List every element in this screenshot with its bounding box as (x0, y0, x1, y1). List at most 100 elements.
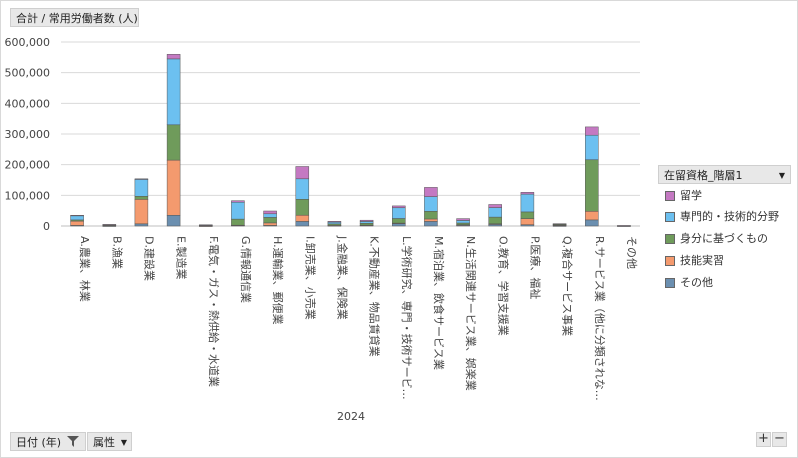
bar-segment[interactable] (263, 217, 277, 224)
bar-segment[interactable] (488, 207, 502, 218)
bar-segment[interactable] (424, 187, 438, 197)
legend-swatch (665, 191, 675, 201)
bar-segment[interactable] (199, 224, 213, 226)
legend-swatch (665, 234, 675, 244)
bar-segment[interactable] (134, 196, 149, 200)
y-tick-label: 0 (43, 220, 50, 233)
x-tick-label: その他 (625, 236, 638, 269)
bar-segment[interactable] (134, 199, 149, 225)
bar-segment[interactable] (424, 221, 438, 227)
y-tick-label: 200,000 (5, 159, 51, 172)
legend-field-button[interactable]: 在留資格_階層1 ▼ (658, 165, 791, 184)
bar-segment[interactable] (166, 58, 181, 126)
bar-segment[interactable] (102, 224, 117, 226)
bar-segment[interactable] (231, 218, 245, 226)
x-tick-label: R.サービス業（他に分類されな… (593, 236, 606, 401)
legend-swatch (665, 256, 675, 266)
bar-segment[interactable] (617, 225, 631, 227)
bar-segment[interactable] (327, 221, 342, 225)
bar-segment[interactable] (424, 211, 438, 220)
legend-label: 専門的・技術的分野 (680, 210, 779, 223)
bar-segment[interactable] (359, 219, 374, 222)
bar-segment[interactable] (231, 200, 245, 203)
bar-segment[interactable] (166, 54, 181, 60)
bar-segment[interactable] (327, 221, 342, 223)
x-tick-label: O.教育、学習支援業 (496, 236, 510, 336)
bar-segment[interactable] (488, 204, 502, 208)
legend-label: 技能実習 (680, 254, 724, 267)
bar-segment[interactable] (392, 207, 406, 219)
dropdown-caret-icon: ▼ (120, 438, 127, 447)
legend-swatch (665, 278, 675, 288)
bar-segment[interactable] (456, 220, 470, 224)
bar-segment[interactable] (520, 211, 535, 219)
bar-segment[interactable] (295, 178, 310, 200)
bar-segment[interactable] (488, 216, 502, 225)
bar-segment[interactable] (585, 134, 599, 160)
bar-segment[interactable] (520, 192, 535, 195)
legend-title: 在留資格_階層1 (664, 169, 743, 182)
bar-segment[interactable] (520, 218, 535, 225)
legend-item: その他 (665, 274, 713, 289)
bar-segment[interactable] (392, 205, 406, 208)
bar-segment[interactable] (585, 211, 599, 221)
bar-segment[interactable] (520, 224, 535, 227)
bar-segment[interactable] (295, 221, 310, 227)
x-tick-label: D.建設業 (142, 236, 156, 281)
bar-segment[interactable] (456, 218, 470, 221)
bar-segment[interactable] (70, 220, 84, 226)
y-tick-label: 300,000 (5, 128, 51, 141)
zoom-out-button[interactable]: − (772, 432, 787, 447)
bar-segment[interactable] (263, 222, 277, 226)
bar-segment[interactable] (295, 199, 310, 216)
bar-segment[interactable] (424, 218, 438, 222)
bar-segment[interactable] (166, 124, 181, 161)
y-tick-label: 500,000 (5, 67, 51, 80)
bar-segment[interactable] (166, 215, 181, 227)
legend-item: 身分に基づくもの (665, 230, 768, 245)
x-tick-label: N.生活関連サービス業、娯楽業 (464, 236, 478, 391)
bar-segment[interactable] (359, 223, 374, 226)
bar-segment[interactable] (359, 221, 374, 224)
legend-swatch (665, 212, 675, 222)
bar-segment[interactable] (520, 193, 535, 213)
date-field-button[interactable]: 日付 (年) (10, 432, 86, 451)
bar-segment[interactable] (585, 219, 599, 227)
legend-item: 留学 (665, 187, 702, 202)
x-tick-label: K.不動産業、物品賃貸業 (368, 236, 382, 357)
bar-segment[interactable] (70, 215, 84, 221)
legend-item: 技能実習 (665, 252, 724, 267)
zoom-in-button[interactable]: + (756, 432, 771, 447)
x-tick-label: I.卸売業、小売業 (303, 236, 317, 320)
x-tick-label: F.電気・ガス・熱供給・水道業 (207, 236, 221, 387)
bar-segment[interactable] (585, 126, 599, 136)
bar-segment[interactable] (134, 179, 149, 197)
attribute-field-button[interactable]: 属性 ▼ (87, 432, 132, 451)
x-tick-label: G.情報通信業 (239, 236, 252, 303)
bar-segment[interactable] (424, 196, 438, 212)
x-axis-title: 2024 (337, 410, 365, 423)
bar-segment[interactable] (134, 178, 149, 180)
bar-segment[interactable] (295, 166, 310, 180)
value-field-button[interactable]: 合計 / 常用労働者数 (人) (10, 8, 139, 27)
bar-segment[interactable] (231, 201, 245, 220)
bar-segment[interactable] (263, 213, 277, 218)
x-tick-label: H.運輸業、郵便業 (271, 236, 285, 325)
y-tick-label: 400,000 (5, 97, 51, 110)
bar-segment[interactable] (70, 215, 84, 217)
bar-segment[interactable] (392, 218, 406, 224)
filter-icon[interactable] (67, 436, 79, 447)
bar-segment[interactable] (166, 159, 181, 216)
attribute-field-label: 属性 (93, 436, 115, 449)
x-tick-label: L.学術研究、専門・技術サービ… (400, 236, 414, 400)
x-tick-label: B.漁業 (110, 236, 124, 269)
bar-segment[interactable] (585, 159, 599, 212)
x-tick-label: E.製造業 (175, 236, 189, 279)
bar-segment[interactable] (134, 223, 149, 227)
bar-segment[interactable] (552, 223, 567, 225)
dropdown-caret-icon: ▼ (778, 171, 785, 180)
bar-segment[interactable] (295, 215, 310, 222)
y-tick-label: 600,000 (5, 36, 51, 49)
bar-segment[interactable] (263, 210, 277, 215)
